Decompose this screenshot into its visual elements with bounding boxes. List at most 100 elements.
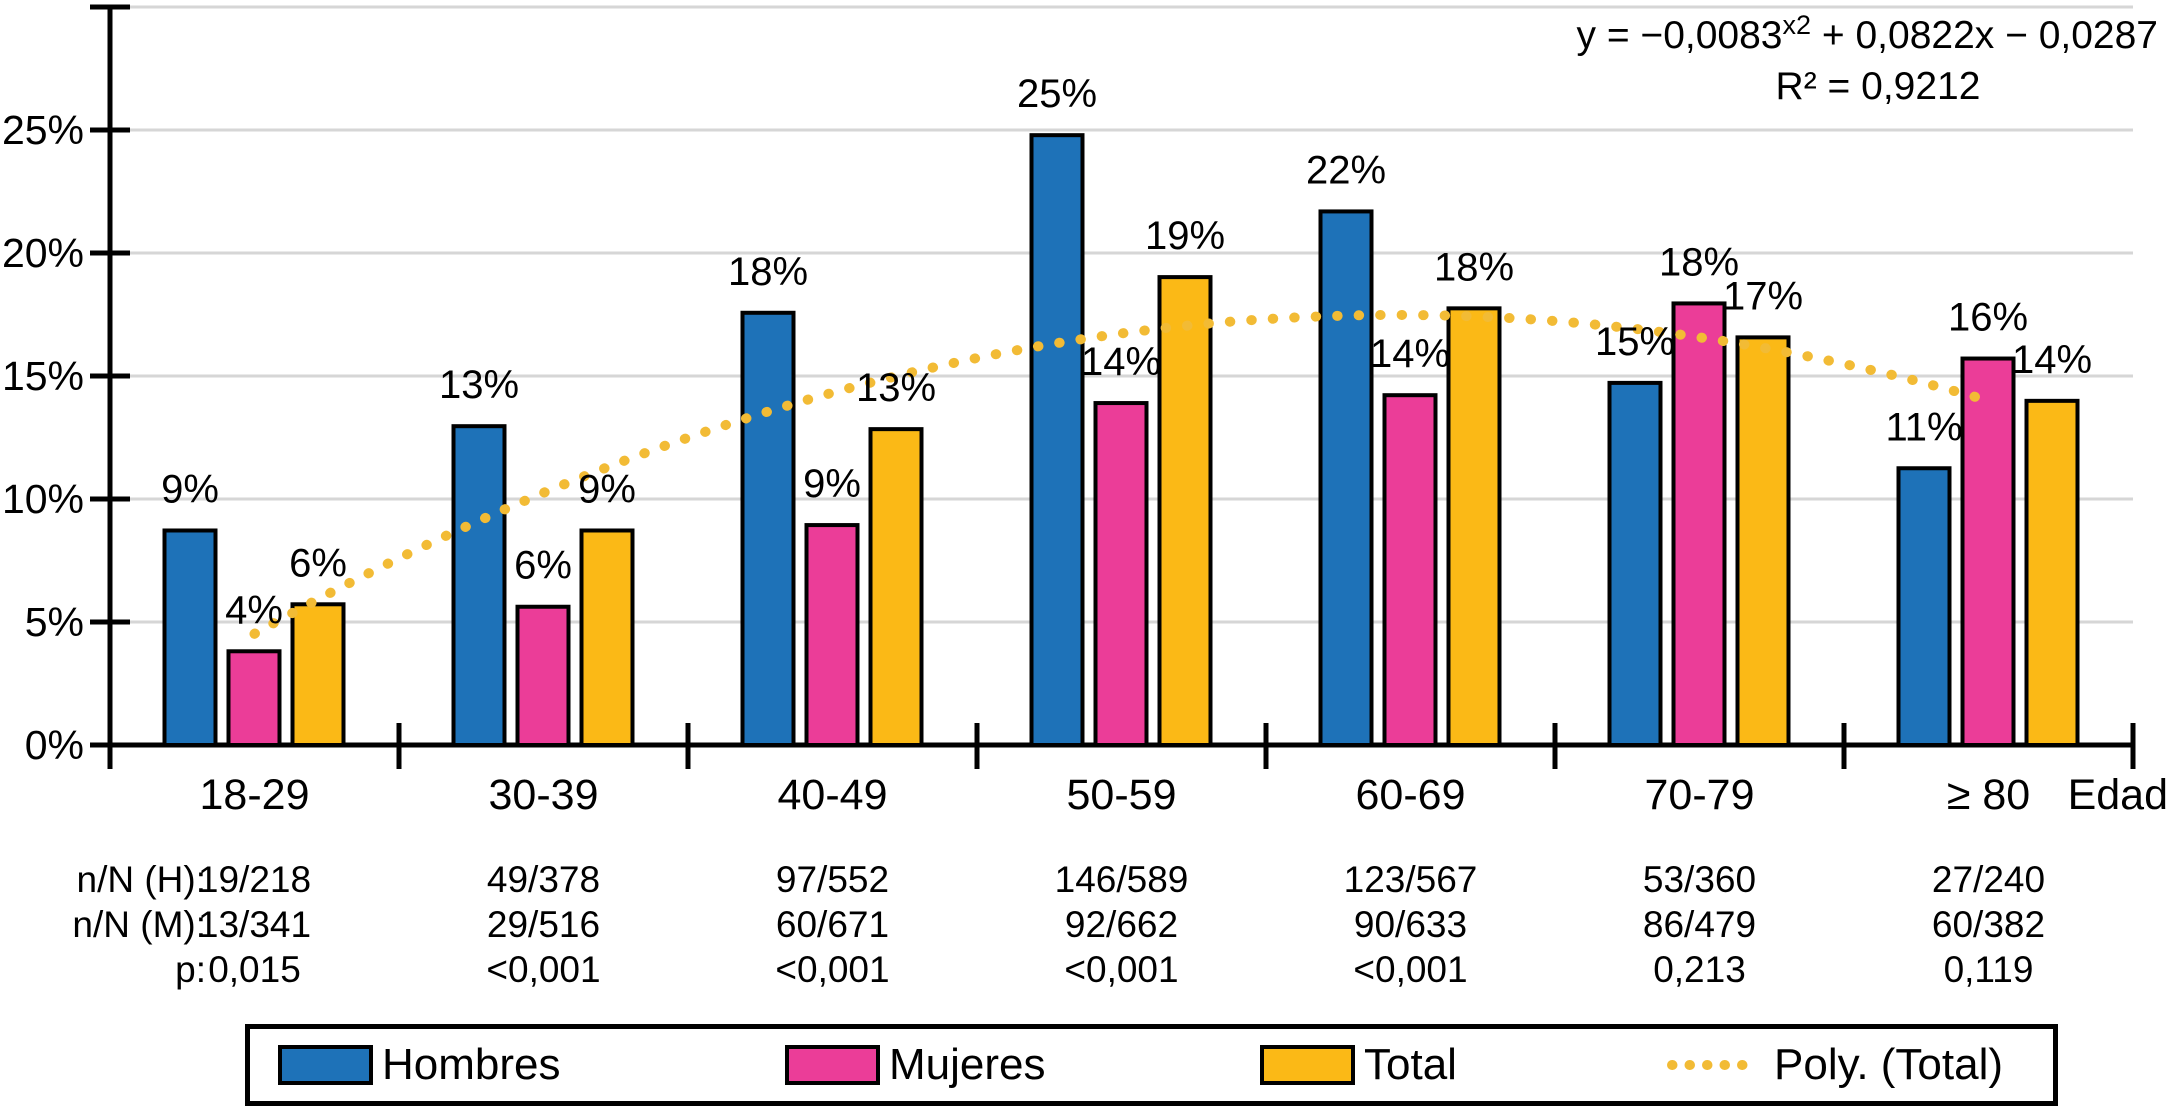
legend-item-poly-total-: Poly. (Total): [1665, 1029, 2003, 1101]
table-cell: 86/479: [1643, 904, 1756, 945]
bar-mujeres-70-79: [1671, 301, 1727, 747]
axes: [90, 4, 2136, 769]
table-cell: 90/633: [1354, 904, 1467, 945]
bar-mujeres-40-49: [804, 523, 860, 747]
table-cell: 97/552: [776, 859, 889, 900]
bar-total-50-59: [1157, 275, 1213, 747]
bar-label: 16%: [1948, 296, 2028, 340]
bar-mujeres-30-39: [515, 604, 571, 747]
bar-mujeres-60-69: [1382, 393, 1438, 747]
x-axis-label: 60-69: [1356, 771, 1466, 819]
bar-total-18-29: [290, 602, 346, 748]
x-axis-title: Edad: [2068, 771, 2168, 819]
bar-label: 25%: [1017, 72, 1097, 116]
table-cell: 60/382: [1932, 904, 2045, 945]
y-axis-label: 15%: [2, 353, 84, 399]
table-cell: 27/240: [1932, 859, 2045, 900]
legend-item-hombres: Hombres: [278, 1029, 561, 1101]
x-axis-label: 70-79: [1645, 771, 1755, 819]
bar-label: 13%: [439, 363, 519, 407]
trendline: [249, 309, 1994, 639]
trendline-path: [249, 309, 1994, 639]
table-cell: <0,001: [1353, 949, 1467, 990]
bar-label: 17%: [1723, 274, 1803, 318]
bar-hombres-18-29: [162, 528, 218, 747]
bar-mujeres-50-59: [1093, 401, 1149, 747]
x-axis-label: 18-29: [200, 771, 310, 819]
y-axis-label: 20%: [2, 230, 84, 276]
table-cell: <0,001: [775, 949, 889, 990]
bar-total-40-49: [868, 427, 924, 747]
data-labels: 9%13%18%25%22%15%11%4%6%9%14% 14%18%16%6%…: [161, 72, 2092, 632]
bar-total-≥ 80: [2024, 398, 2080, 747]
bars: [162, 133, 2080, 748]
table-cell: 49/378: [487, 859, 600, 900]
table-cell: 13/341: [198, 904, 311, 945]
axis-labels: 0% 5% 10% 15% 20% 25% 18-29 30-39 40-49 50-59 60-6…: [2, 107, 2030, 819]
legend-label: Poly. (Total): [1774, 1040, 2004, 1089]
legend-label: Mujeres: [889, 1040, 1046, 1089]
y-axis-label: 5%: [25, 599, 84, 645]
bar-mujeres-≥ 80: [1960, 356, 2016, 747]
table-row-label: p:: [175, 949, 206, 990]
bar-hombres-30-39: [451, 424, 507, 747]
bar-hombres-70-79: [1607, 380, 1663, 747]
legend-label: Total: [1364, 1040, 1457, 1089]
x-axis-label: 40-49: [778, 771, 888, 819]
bar-total-30-39: [579, 528, 635, 747]
legend-box: Hombres Mujeres Total Poly. (Total): [245, 1024, 2058, 1106]
trendline-equation: y = −0,0083x2 + 0,0822x − 0,0287: [1576, 10, 2158, 57]
x-axis-label: ≥ 80: [1947, 771, 2030, 819]
y-axis-label: 0%: [25, 722, 84, 768]
bar-label: 13%: [856, 366, 936, 410]
gridlines: [110, 5, 2133, 624]
bar-label: 18%: [1434, 245, 1514, 289]
table-cell: 19/218: [198, 859, 311, 900]
table-cell: 123/567: [1344, 859, 1478, 900]
bar-label: 15%: [1595, 320, 1675, 364]
table-row-label: n/N (M):: [72, 904, 206, 945]
bar-total-70-79: [1735, 335, 1791, 747]
bar-label: 6%: [514, 544, 572, 588]
bar-label: 22%: [1306, 148, 1386, 192]
bar-label: 6%: [289, 541, 347, 585]
bar-label: 18%: [728, 250, 808, 294]
bar-label: 4%: [225, 588, 283, 632]
bar-label: 14%: [1370, 332, 1450, 376]
bar-total-60-69: [1446, 306, 1502, 747]
table-cell: 60/671: [776, 904, 889, 945]
bar-chart: 9%13%18%25%22%15%11%4%6%9%14% 14%18%16%6%…: [2, 4, 2168, 990]
bar-label: 11%: [1885, 405, 1962, 449]
y-axis-label: 10%: [2, 476, 84, 522]
legend-swatch: [278, 1045, 373, 1085]
table-cell: <0,001: [486, 949, 600, 990]
table-cell: 0,119: [1944, 949, 2034, 990]
legend-swatch: [785, 1045, 880, 1085]
legend-dotted-line-swatch: [1667, 1060, 1763, 1070]
y-axis-label: 25%: [2, 107, 84, 153]
bar-label: 9%: [161, 467, 219, 511]
table-row-label: n/N (H):: [77, 859, 207, 900]
bar-label: 9%: [578, 467, 636, 511]
table-cell: 92/662: [1065, 904, 1178, 945]
bar-label: 19%: [1145, 214, 1225, 258]
legend-swatch: [1260, 1045, 1355, 1085]
table-cell: <0,001: [1064, 949, 1178, 990]
legend-item-mujeres: Mujeres: [785, 1029, 1046, 1101]
bar-hombres-60-69: [1318, 209, 1374, 747]
bar-mujeres-18-29: [226, 649, 282, 747]
x-axis-label: 30-39: [489, 771, 599, 819]
bar-label: 14%: [1081, 340, 1161, 384]
table-cell: 29/516: [487, 904, 600, 945]
bar-label: 9%: [803, 462, 861, 506]
legend-item-total: Total: [1260, 1029, 1457, 1101]
bar-hombres-50-59: [1029, 133, 1085, 747]
bar-label: 14%: [2012, 338, 2092, 382]
r-squared-label: R² = 0,9212: [1776, 65, 1981, 108]
x-axis-label: 50-59: [1067, 771, 1177, 819]
bar-hombres-≥ 80: [1896, 466, 1952, 747]
table-cell: 146/589: [1055, 859, 1189, 900]
legend-label: Hombres: [382, 1040, 561, 1089]
table-cell: 53/360: [1643, 859, 1756, 900]
